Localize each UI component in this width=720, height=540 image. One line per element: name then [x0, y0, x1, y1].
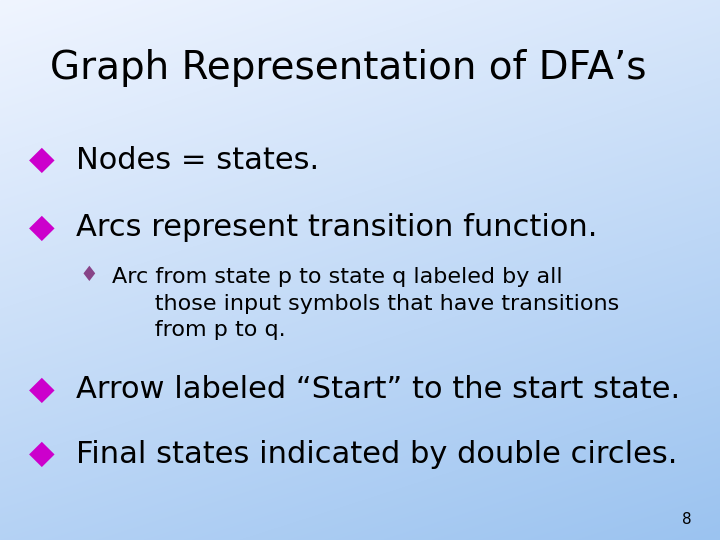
Text: ◆: ◆ — [29, 437, 55, 470]
Text: ◆: ◆ — [29, 373, 55, 406]
Text: Graph Representation of DFA’s: Graph Representation of DFA’s — [50, 49, 647, 86]
Text: 8: 8 — [682, 511, 691, 526]
Text: Final states indicated by double circles.: Final states indicated by double circles… — [76, 440, 677, 469]
Text: Arcs represent transition function.: Arcs represent transition function. — [76, 213, 597, 242]
Text: Arc from state p to state q labeled by all
      those input symbols that have t: Arc from state p to state q labeled by a… — [112, 267, 619, 340]
Text: ♦: ♦ — [79, 265, 98, 285]
Text: ◆: ◆ — [29, 143, 55, 176]
Text: ◆: ◆ — [29, 211, 55, 244]
Text: Nodes = states.: Nodes = states. — [76, 146, 319, 175]
Text: Arrow labeled “Start” to the start state.: Arrow labeled “Start” to the start state… — [76, 375, 680, 404]
